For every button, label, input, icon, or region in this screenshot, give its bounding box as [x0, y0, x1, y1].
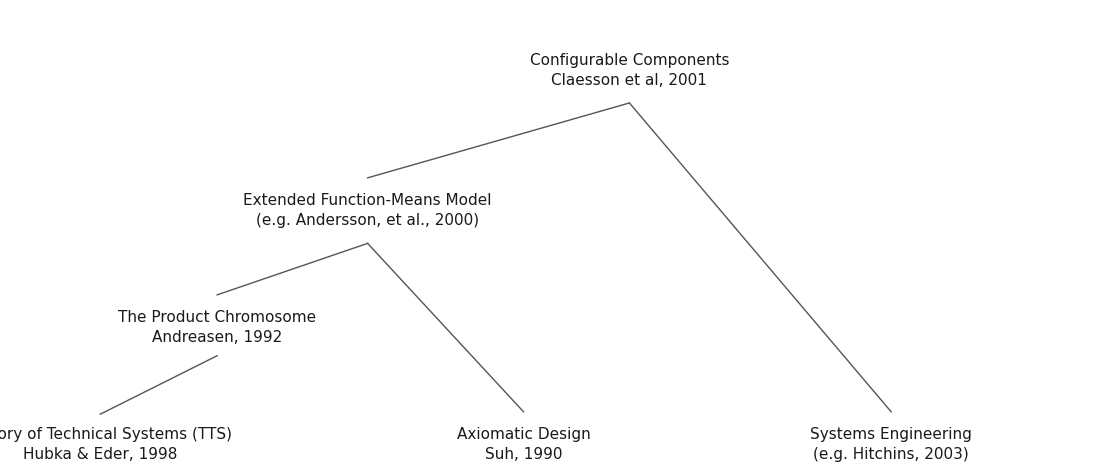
Text: Theory of Technical Systems (TTS)
Hubka & Eder, 1998: Theory of Technical Systems (TTS) Hubka … — [0, 427, 232, 462]
Text: The Product Chromosome
Andreasen, 1992: The Product Chromosome Andreasen, 1992 — [118, 310, 316, 345]
Text: Extended Function-Means Model
(e.g. Andersson, et al., 2000): Extended Function-Means Model (e.g. Ande… — [243, 193, 492, 228]
Text: Systems Engineering
(e.g. Hitchins, 2003): Systems Engineering (e.g. Hitchins, 2003… — [810, 427, 973, 462]
Text: Axiomatic Design
Suh, 1990: Axiomatic Design Suh, 1990 — [457, 427, 590, 462]
Text: Configurable Components
Claesson et al, 2001: Configurable Components Claesson et al, … — [529, 53, 730, 88]
